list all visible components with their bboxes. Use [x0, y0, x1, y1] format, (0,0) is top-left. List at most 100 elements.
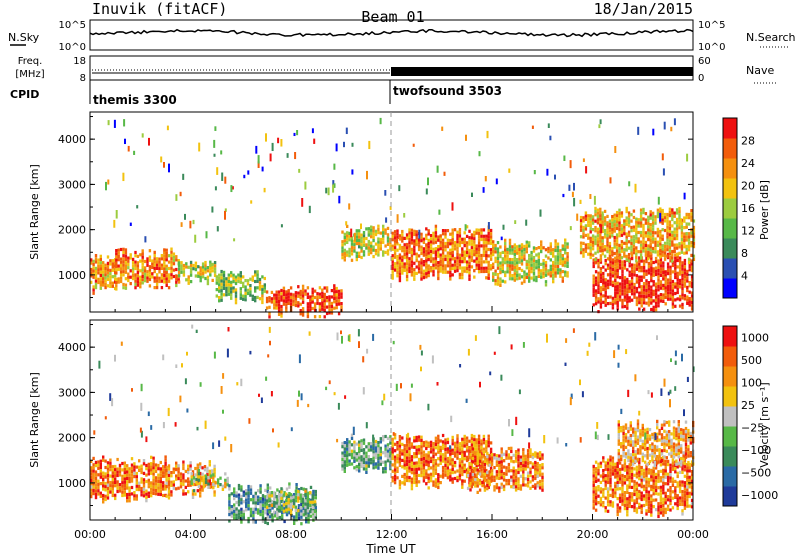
power-echo-cell: [589, 220, 592, 224]
power-echo-cell: [626, 290, 629, 294]
power-echo-cell: [649, 239, 652, 243]
power-sparse-echo: [250, 200, 253, 204]
velocity-echo-cell: [273, 504, 276, 508]
power-echo-cell: [325, 289, 329, 293]
power-echo-cell: [596, 230, 600, 235]
velocity-echo-cell: [458, 442, 462, 446]
velocity-echo-cell: [611, 469, 615, 473]
velocity-echo-cell: [358, 453, 361, 457]
velocity-echo-cell: [314, 493, 317, 497]
power-echo-cell: [405, 233, 409, 237]
power-echo-cell: [372, 226, 375, 230]
power-echo-cell: [511, 251, 514, 255]
power-echo-cell: [323, 299, 326, 303]
power-echo-cell: [584, 217, 588, 221]
power-echo-cell: [465, 266, 469, 270]
velocity-echo-cell: [592, 480, 595, 484]
velocity-echo-cell: [128, 486, 131, 490]
power-sparse-echo: [508, 168, 511, 173]
power-echo-cell: [473, 230, 476, 234]
velocity-echo-cell: [348, 446, 351, 450]
power-echo-cell: [623, 241, 626, 245]
power-echo-cell: [651, 240, 655, 244]
velocity-echo-cell: [536, 465, 539, 469]
velocity-echo-cell: [189, 464, 192, 468]
power-heatmap-data: [90, 117, 696, 319]
power-echo-cell: [528, 241, 531, 245]
power-echo-cell: [587, 252, 590, 256]
power-echo-cell: [165, 283, 168, 287]
power-echo-cell: [148, 284, 152, 288]
velocity-echo-cell: [621, 493, 624, 497]
power-echo-cell: [151, 262, 154, 266]
velocity-echo-cell: [475, 463, 478, 468]
power-echo-cell: [160, 286, 164, 290]
power-echo-cell: [325, 305, 329, 309]
power-echo-cell: [606, 282, 610, 286]
power-echo-cell: [654, 269, 658, 273]
velocity-echo-cell: [167, 473, 171, 478]
power-echo-cell: [591, 247, 595, 251]
power-echo-cell: [218, 280, 221, 284]
power-echo-cell: [451, 228, 454, 232]
velocity-echo-cell: [524, 477, 527, 481]
velocity-echo-cell: [358, 443, 361, 447]
velocity-echo-cell: [466, 470, 470, 474]
nsearch-tick-top: 10^5: [698, 20, 725, 31]
power-echo-cell: [258, 277, 262, 282]
power-echo-cell: [170, 263, 173, 267]
velocity-echo-cell: [360, 455, 363, 459]
power-echo-cell: [625, 238, 628, 242]
velocity-echo-cell: [106, 477, 110, 481]
velocity-echo-cell: [427, 479, 430, 484]
velocity-echo-cell: [374, 439, 378, 444]
velocity-echo-cell: [602, 491, 605, 495]
power-echo-cell: [362, 231, 366, 235]
velocity-echo-cell: [413, 464, 416, 469]
power-echo-cell: [325, 299, 329, 303]
power-echo-cell: [579, 219, 583, 223]
power-echo-cell: [635, 274, 639, 278]
power-sparse-echo: [436, 165, 439, 173]
power-echo-cell: [468, 239, 471, 243]
power-echo-cell: [675, 230, 679, 234]
power-echo-cell: [446, 270, 450, 274]
power-echo-cell: [209, 270, 212, 274]
power-echo-cell: [444, 235, 447, 239]
velocity-echo-cell: [512, 469, 515, 473]
velocity-echo-cell: [427, 451, 430, 455]
velocity-echo-cell: [154, 469, 158, 473]
power-echo-cell: [97, 271, 100, 275]
power-echo-cell: [678, 294, 682, 299]
velocity-echo-cell: [307, 491, 310, 495]
power-sparse-echo: [163, 162, 165, 168]
power-echo-cell: [237, 279, 240, 284]
power-echo-cell: [518, 273, 521, 277]
power-echo-cell: [544, 254, 548, 258]
power-echo-cell: [685, 212, 688, 216]
power-echo-cell: [97, 264, 100, 269]
power-echo-cell: [211, 278, 214, 282]
power-echo-cell: [652, 289, 655, 293]
velocity-echo-cell: [377, 457, 380, 461]
velocity-echo-cell: [249, 514, 253, 518]
power-echo-cell: [540, 243, 543, 247]
power-echo-cell: [621, 263, 624, 267]
velocity-echo-cell: [474, 481, 477, 485]
power-echo-cell: [374, 232, 378, 237]
velocity-echo-cell: [458, 451, 462, 455]
power-sparse-echo: [127, 145, 130, 152]
velocity-echo-cell: [398, 441, 402, 445]
velocity-echo-cell: [437, 450, 440, 454]
power-echo-cell: [102, 267, 105, 271]
power-echo-cell: [606, 273, 610, 277]
velocity-echo-cell: [592, 464, 595, 468]
velocity-echo-cell: [208, 485, 211, 489]
velocity-echo-cell: [240, 494, 243, 499]
power-echo-cell: [542, 246, 545, 250]
power-echo-cell: [540, 240, 543, 244]
power-echo-cell: [377, 250, 380, 254]
power-echo-cell: [644, 240, 648, 244]
power-echo-cell: [403, 236, 406, 240]
power-echo-cell: [197, 265, 200, 269]
